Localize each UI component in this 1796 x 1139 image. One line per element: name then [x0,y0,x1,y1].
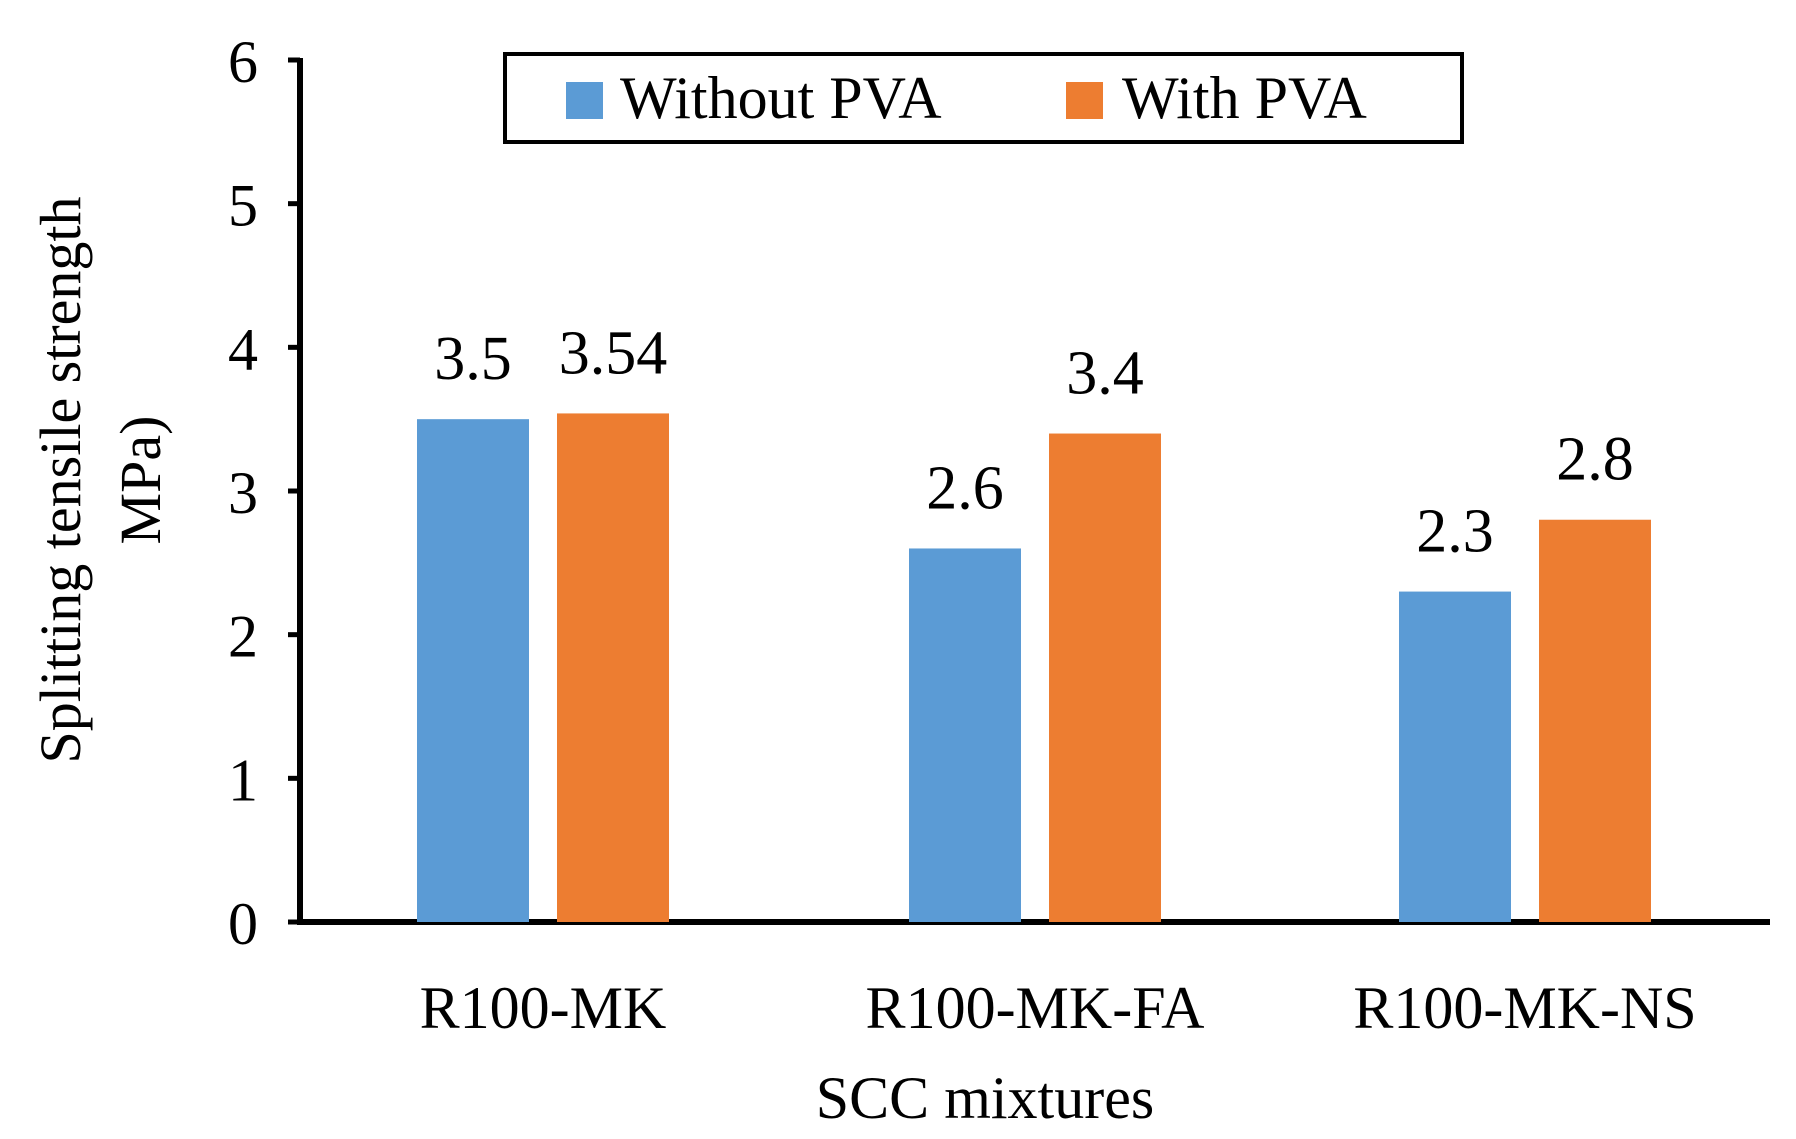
data-labels: 3.5 3.54 2.6 3.4 2.3 2.8 [434,319,1634,565]
legend-swatch-with-pva [1066,82,1103,119]
legend-box [503,52,1464,144]
legend-label-without-pva: Without PVA [620,65,942,131]
y-tick-label-3: 3 [228,460,258,526]
y-axis-title-line-1: Splitting tensile strength [28,196,93,763]
legend-swatch-without-pva [566,82,603,119]
data-label-r100-mk-without-pva: 3.5 [434,325,512,393]
y-tick-label-5: 5 [228,173,258,239]
bar-r100-mk-ns-without-pva [1399,591,1511,922]
legend: Without PVA With PVA [503,52,1464,144]
legend-label-with-pva: With PVA [1122,65,1367,131]
y-tick-label-0: 0 [228,891,258,957]
x-tick-label-r100-mk-ns: R100-MK-NS [1353,975,1696,1041]
bar-r100-mk-without-pva [417,419,529,922]
y-ticks: 0 1 2 3 4 5 6 [228,29,300,957]
x-axis-title: SCC mixtures [816,1065,1154,1131]
data-label-r100-mk-fa-without-pva: 2.6 [926,454,1004,522]
y-tick-label-6: 6 [228,29,258,95]
bar-r100-mk-fa-without-pva [909,548,1021,922]
y-tick-label-4: 4 [228,316,258,382]
category-labels: R100-MK R100-MK-FA R100-MK-NS [420,975,1697,1041]
data-label-r100-mk-ns-with-pva: 2.8 [1556,426,1634,494]
x-tick-label-r100-mk-fa: R100-MK-FA [866,975,1205,1041]
y-tick-label-2: 2 [228,604,258,670]
bars [417,413,1651,922]
y-axis-title: Splitting tensile strength MPa) [28,196,173,763]
data-label-r100-mk-ns-without-pva: 2.3 [1416,498,1494,566]
y-tick-label-1: 1 [228,747,258,813]
y-axis-title-line-2: MPa) [108,416,173,545]
data-label-r100-mk-with-pva: 3.54 [559,319,668,387]
bar-r100-mk-fa-with-pva [1049,433,1161,922]
bar-r100-mk-ns-with-pva [1539,519,1651,922]
data-label-r100-mk-fa-with-pva: 3.4 [1066,340,1144,408]
bar-r100-mk-with-pva [557,413,669,922]
x-tick-label-r100-mk: R100-MK [420,975,667,1041]
